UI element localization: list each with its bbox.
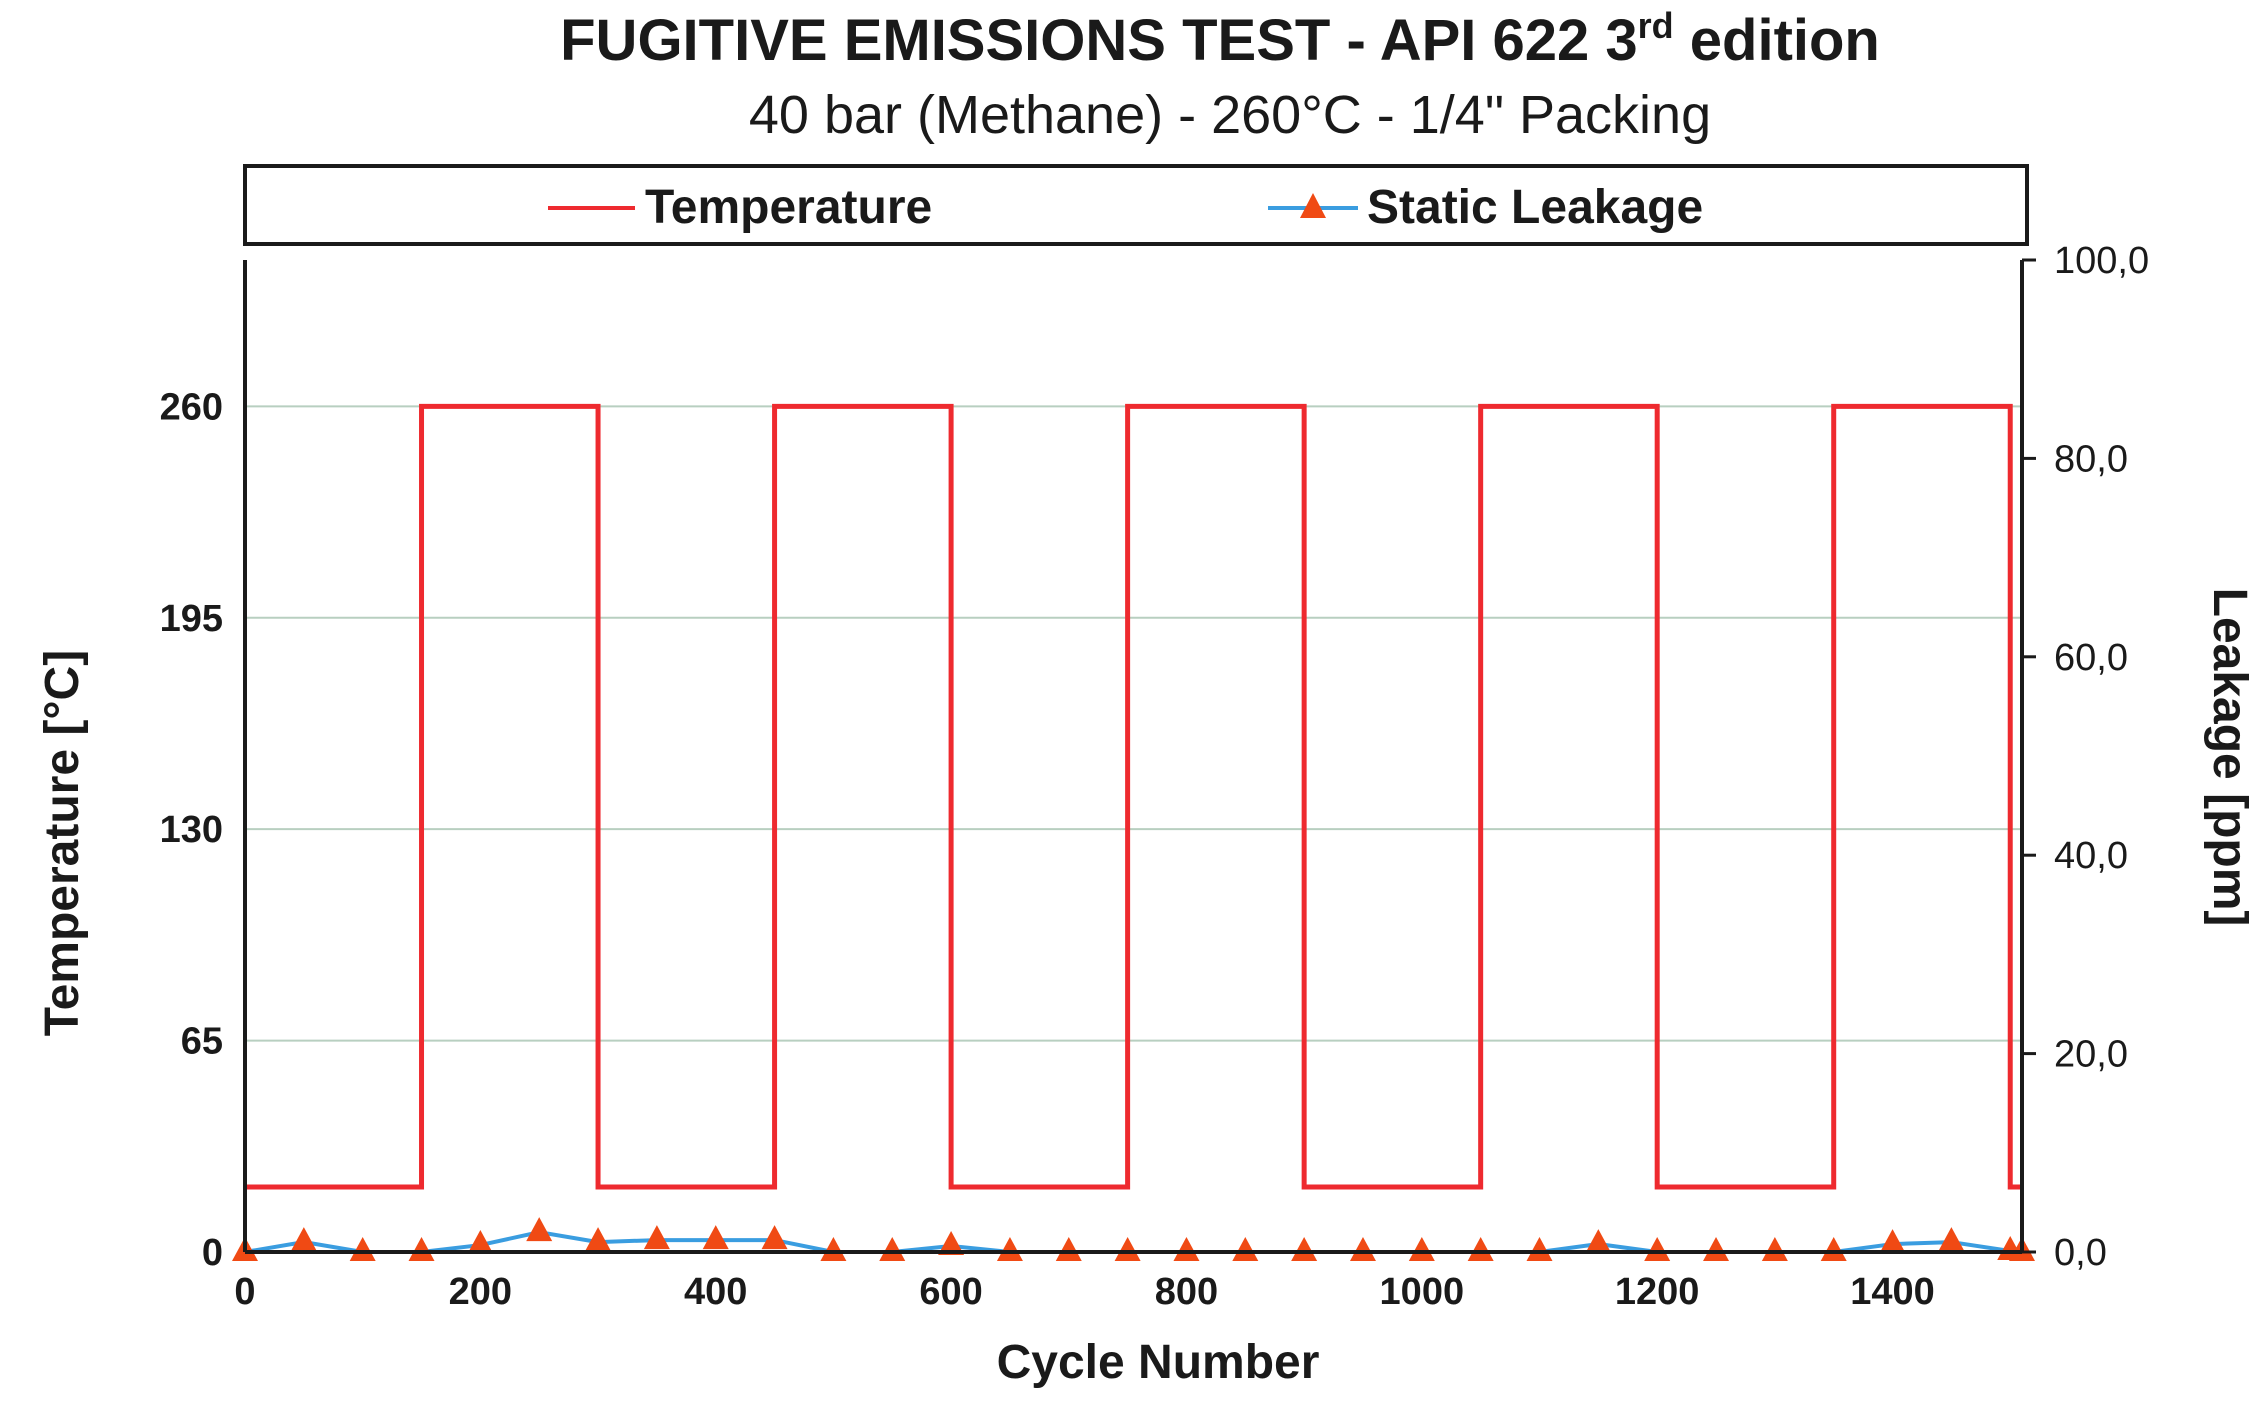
grid-lines xyxy=(245,405,2022,1042)
leakage-marker xyxy=(643,1225,670,1250)
y-left-axis-label: Temperature [°C] xyxy=(36,650,89,1036)
leakage-marker xyxy=(349,1237,376,1261)
x-tick-label: 1000 xyxy=(1380,1271,1465,1313)
temperature-line xyxy=(245,403,2022,1190)
leakage-marker xyxy=(526,1217,553,1242)
leakage-marker xyxy=(820,1237,847,1261)
leakage-marker xyxy=(467,1230,494,1255)
leakage-marker xyxy=(1055,1237,1082,1261)
chart-title-suffix: edition xyxy=(1674,8,1880,73)
leakage-marker xyxy=(1467,1237,1494,1261)
leakage-marker xyxy=(702,1225,729,1250)
y-right-tick-label: 0,0 xyxy=(2054,1232,2107,1274)
chart-title-superscript: rd xyxy=(1638,5,1674,46)
y-right-tick-label: 100,0 xyxy=(2054,240,2149,282)
leakage-marker xyxy=(1761,1237,1788,1261)
x-axis-label: Cycle Number xyxy=(997,1336,1320,1389)
x-tick-label: 200 xyxy=(449,1271,512,1313)
leakage-marker xyxy=(1408,1237,1435,1261)
legend-leakage-label: Static Leakage xyxy=(1367,181,1703,234)
chart-subtitle: 40 bar (Methane) - 260°C - 1/4" Packing xyxy=(749,85,1711,145)
leakage-marker xyxy=(996,1237,1023,1261)
x-tick-label: 0 xyxy=(234,1271,255,1313)
leakage-marker xyxy=(938,1231,965,1256)
y-left-tick-label: 0 xyxy=(202,1232,223,1274)
axes xyxy=(243,258,2036,1254)
leakage-marker xyxy=(1114,1237,1141,1261)
tick-labels: 0 65 130 195 260 0,0 20,0 40,0 60,0 80,0 100,0 0 200… xyxy=(160,240,2150,1313)
y-left-tick-label: 65 xyxy=(181,1021,223,1063)
legend-box xyxy=(243,164,2029,246)
legend-temperature-label: Temperature xyxy=(645,181,932,234)
leakage-marker xyxy=(585,1227,612,1252)
leakage-marker xyxy=(1526,1237,1553,1261)
leakage-marker xyxy=(1703,1237,1730,1261)
legend-leakage-marker xyxy=(1300,193,1326,218)
leakage-marker xyxy=(1349,1237,1376,1261)
leakage-marker xyxy=(408,1237,435,1261)
x-tick-label: 800 xyxy=(1155,1271,1218,1313)
x-tick-label: 1200 xyxy=(1615,1271,1700,1313)
y-left-tick-label: 260 xyxy=(160,386,223,428)
y-left-tick-label: 130 xyxy=(160,809,223,851)
leakage-marker xyxy=(1820,1237,1847,1261)
leakage-marker xyxy=(879,1237,906,1261)
leakage-marker xyxy=(761,1225,788,1250)
chart-title: FUGITIVE EMISSIONS TEST - API 622 3rd ed… xyxy=(560,5,1880,73)
x-tick-label: 1400 xyxy=(1850,1271,1935,1313)
y-right-tick-label: 20,0 xyxy=(2054,1034,2128,1076)
y-right-tick-label: 80,0 xyxy=(2054,438,2128,480)
x-tick-label: 600 xyxy=(919,1271,982,1313)
leakage-series xyxy=(232,1217,2035,1261)
leakage-marker xyxy=(1585,1229,1612,1254)
leakage-marker xyxy=(1173,1237,1200,1261)
leakage-marker xyxy=(1232,1237,1259,1261)
leakage-marker xyxy=(1938,1227,1965,1252)
temperature-series xyxy=(245,403,2022,1190)
chart-title-main: FUGITIVE EMISSIONS TEST - API 622 3 xyxy=(560,8,1638,73)
leakage-marker xyxy=(1291,1237,1318,1261)
y-right-tick-label: 60,0 xyxy=(2054,637,2128,679)
y-right-axis-label: Leakage [ppm] xyxy=(2203,588,2256,927)
y-left-tick-label: 195 xyxy=(160,598,223,640)
leakage-marker xyxy=(1879,1229,1906,1254)
x-tick-label: 400 xyxy=(684,1271,747,1313)
leakage-marker xyxy=(290,1227,317,1252)
y-right-tick-label: 40,0 xyxy=(2054,835,2128,877)
leakage-marker xyxy=(1644,1237,1671,1261)
